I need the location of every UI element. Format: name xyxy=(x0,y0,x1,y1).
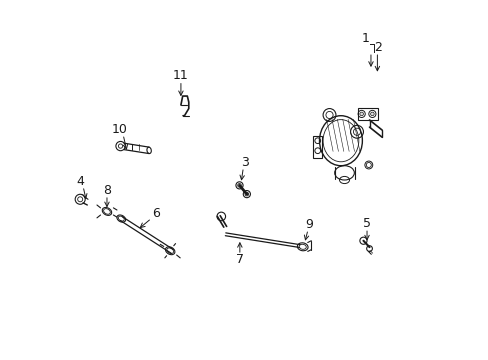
Text: 2: 2 xyxy=(373,41,381,54)
Text: 5: 5 xyxy=(362,217,370,230)
Text: 9: 9 xyxy=(305,218,313,231)
Text: 6: 6 xyxy=(152,207,160,220)
Text: 7: 7 xyxy=(235,253,244,266)
Text: 1: 1 xyxy=(361,32,369,45)
Circle shape xyxy=(370,112,373,116)
Circle shape xyxy=(359,112,363,116)
Text: 10: 10 xyxy=(111,123,127,136)
Bar xyxy=(313,136,322,158)
Text: 8: 8 xyxy=(103,184,111,197)
Text: 4: 4 xyxy=(76,175,84,188)
Text: 3: 3 xyxy=(241,156,249,168)
Bar xyxy=(357,108,377,120)
Text: 11: 11 xyxy=(173,69,188,82)
